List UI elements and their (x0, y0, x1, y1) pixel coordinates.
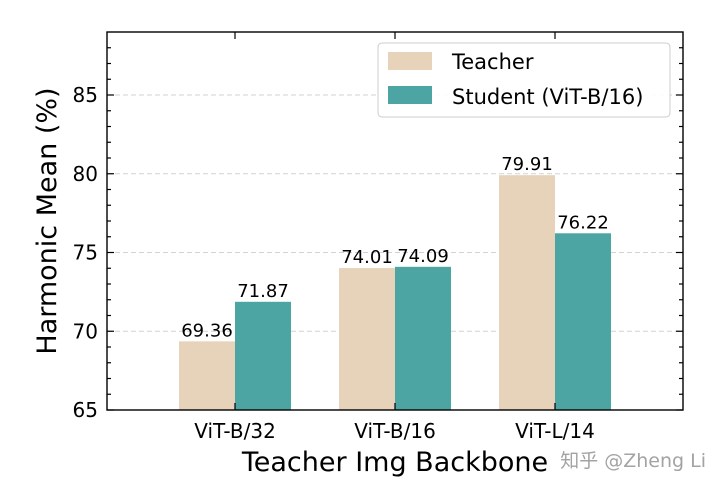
bar-teacher-vit-b-32 (179, 341, 235, 410)
ytick-label-75: 75 (73, 241, 98, 265)
tick-labels: 65 70 75 80 85 ViT-B/32 ViT-B/16 ViT-L/14 (73, 83, 595, 443)
bar-student-vit-b-16-vit-l-14 (555, 233, 611, 410)
bar-student-vit-b-16-vit-b-16 (395, 266, 451, 410)
bar-teacher-vit-b-16 (339, 268, 395, 410)
bar-student-vit-b-16-vit-b-32 (235, 301, 291, 410)
data-label-teacher-vit-b-16: 74.01 (341, 247, 393, 268)
watermark: 知乎 @Zheng Li (560, 450, 706, 472)
data-label-teacher-vit-b-32: 69.36 (181, 320, 233, 341)
legend-swatch-student (388, 86, 432, 104)
data-label-student-vit-b-16-vit-b-32: 71.87 (237, 281, 289, 302)
legend: Teacher Student (ViT-B/16) (377, 42, 671, 118)
legend-box (377, 42, 671, 118)
ytick-label-70: 70 (73, 319, 98, 343)
ytick-label-85: 85 (73, 83, 98, 107)
xtick-label-vit-b-32: ViT-B/32 (194, 419, 276, 443)
data-label-student-vit-b-16-vit-l-14: 76.22 (557, 212, 609, 233)
legend-label-student: Student (ViT-B/16) (452, 85, 643, 109)
xtick-label-vit-b-16: ViT-B/16 (354, 419, 436, 443)
bars (179, 175, 611, 410)
data-label-student-vit-b-16-vit-b-16: 74.09 (397, 246, 449, 267)
legend-swatch-teacher (388, 52, 432, 70)
x-axis-label: Teacher Img Backbone (241, 447, 548, 478)
legend-label-teacher: Teacher (451, 50, 534, 74)
xtick-label-vit-l-14: ViT-L/14 (515, 419, 595, 443)
data-label-teacher-vit-l-14: 79.91 (501, 154, 553, 175)
ytick-label-80: 80 (73, 162, 98, 186)
y-axis-label: Harmonic Mean (%) (32, 87, 63, 354)
axis-ticks (107, 32, 683, 411)
bar-teacher-vit-l-14 (499, 175, 555, 410)
ytick-label-65: 65 (73, 398, 98, 422)
